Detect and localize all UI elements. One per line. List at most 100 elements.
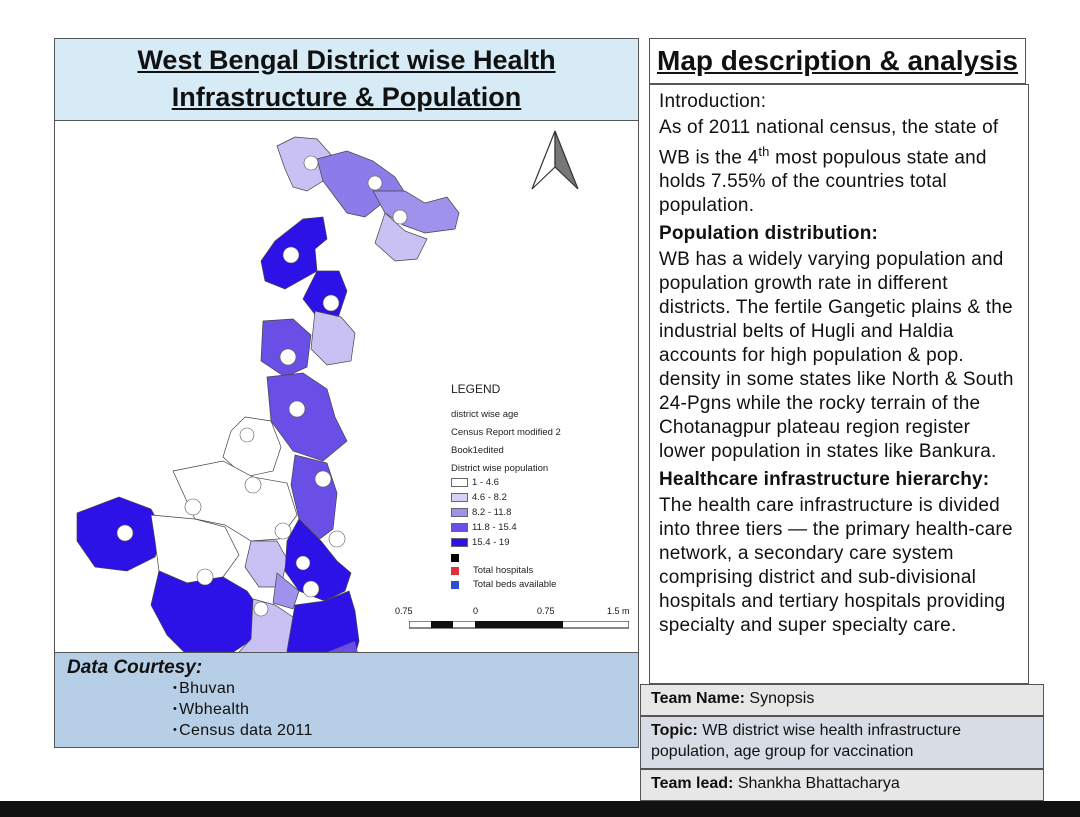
legend-layer: District wise population xyxy=(451,463,549,474)
intro-heading: Introduction: xyxy=(659,90,1018,114)
district-marker xyxy=(295,555,311,571)
healthcare-text: The health care infrastructure is divide… xyxy=(659,495,1013,637)
courtesy-heading: Data Courtesy: xyxy=(67,657,203,678)
map-title-line1: West Bengal District wise Health xyxy=(137,45,556,75)
district-marker xyxy=(328,530,346,548)
intro-label: Introduction xyxy=(659,91,761,112)
district-malda xyxy=(310,310,356,366)
legend-swatch xyxy=(451,538,468,547)
legend-class-label: 15.4 - 19 xyxy=(472,537,510,548)
legend-class: 8.2 - 11.8 xyxy=(451,507,561,518)
district-map xyxy=(76,130,579,652)
legend-layer: Census Report modified 2 xyxy=(451,427,561,438)
map-panel: West Bengal District wise Health Infrast… xyxy=(54,38,639,748)
legend-class-label: 8.2 - 11.8 xyxy=(472,507,512,518)
legend-title: LEGEND xyxy=(451,382,501,396)
legend-marker-label: Total hospitals xyxy=(473,565,534,576)
intro-text-b: most populous state and holds 7.55% of t… xyxy=(659,147,987,217)
district-marker xyxy=(288,400,306,418)
legend-marker-swatch xyxy=(451,566,459,575)
legend-class-label: 1 - 4.6 xyxy=(472,477,499,488)
legend-marker-swatch xyxy=(451,580,459,589)
legend-marker-label: Total beds available xyxy=(473,579,557,590)
district-murshidabad-north xyxy=(260,318,312,378)
district-marker xyxy=(367,175,383,191)
legend-class: 11.8 - 15.4 xyxy=(451,522,561,533)
district-marker xyxy=(253,601,269,617)
team-name-label: Team Name: xyxy=(651,690,745,707)
legend-layer: Book1edited xyxy=(451,445,504,456)
description-heading-box: Map description & analysis xyxy=(649,38,1026,84)
district-marker xyxy=(392,209,408,225)
legend-swatch xyxy=(451,478,468,487)
district-purba-medinipur xyxy=(238,598,294,652)
healthcare-heading: Healthcare infrastructure hierarchy: xyxy=(659,469,990,491)
map-title-box: West Bengal District wise Health Infrast… xyxy=(55,39,638,121)
district-marker xyxy=(314,470,332,488)
legend-marker: Total beds available xyxy=(451,579,561,590)
scale-label: 1.5 m xyxy=(607,606,630,616)
data-courtesy: Data Courtesy: Bhuvan Wbhealth Census da… xyxy=(55,652,638,747)
legend-class-label: 11.8 - 15.4 xyxy=(472,522,517,533)
district-marker xyxy=(184,498,202,516)
district-marker xyxy=(303,155,319,171)
intro-text-a: As of 2011 national census, the state of… xyxy=(659,117,999,169)
legend-marker: Total hospitals xyxy=(451,565,561,576)
map-legend: LEGEND district wise age Census Report m… xyxy=(451,382,561,593)
legend-layer: district wise age xyxy=(451,409,519,420)
team-name-box: Team Name: Synopsis xyxy=(640,684,1044,716)
courtesy-item: Census data 2011 xyxy=(173,720,313,741)
district-murshidabad xyxy=(266,372,348,462)
topic-box: Topic: WB district wise health infrastru… xyxy=(640,716,1044,769)
district-marker xyxy=(239,427,255,443)
courtesy-list: Bhuvan Wbhealth Census data 2011 xyxy=(173,678,313,741)
courtesy-item: Wbhealth xyxy=(173,699,313,720)
description-heading: Map description & analysis xyxy=(657,45,1018,76)
district-marker xyxy=(196,568,214,586)
north-arrow-icon xyxy=(531,130,579,190)
district-marker xyxy=(322,294,340,312)
district-markers xyxy=(116,155,408,617)
intro-colon: : xyxy=(760,91,767,112)
team-lead-value: Shankha Bhattacharya xyxy=(733,775,900,792)
district-coochbehar xyxy=(374,212,428,262)
district-marker xyxy=(282,246,300,264)
description-body: Introduction: As of 2011 national census… xyxy=(649,84,1029,684)
population-text: WB has a widely varying population and p… xyxy=(659,249,1014,463)
legend-class: 1 - 4.6 xyxy=(451,477,561,488)
sundarbans-delta xyxy=(326,640,358,652)
scale-bar: 0.75 0 0.75 1.5 m xyxy=(395,606,635,636)
topic-label: Topic: xyxy=(651,722,698,739)
district-marker xyxy=(302,580,320,598)
scale-label: 0.75 xyxy=(395,606,413,616)
district-south-24-pgns xyxy=(286,590,360,652)
legend-class: 15.4 - 19 xyxy=(451,537,561,548)
courtesy-item: Bhuvan xyxy=(173,678,313,699)
team-name-value: Synopsis xyxy=(744,690,815,707)
district-marker xyxy=(279,348,297,366)
scale-label: 0 xyxy=(473,606,479,616)
legend-swatch xyxy=(451,523,468,532)
map-title-line2: Infrastructure & Population xyxy=(171,82,522,112)
district-north-24-pgns xyxy=(284,518,352,602)
district-marker xyxy=(274,522,292,540)
legend-marker xyxy=(451,554,561,562)
district-marker xyxy=(244,476,262,494)
legend-marker-swatch xyxy=(451,554,459,562)
district-howrah xyxy=(272,572,300,610)
bottom-bar xyxy=(0,801,1080,817)
intro-text: As of 2011 national census, the state of… xyxy=(659,116,1018,218)
population-heading: Population distribution: xyxy=(659,223,879,245)
legend-swatch xyxy=(451,493,468,502)
scale-label: 0.75 xyxy=(537,606,555,616)
district-marker xyxy=(116,524,134,542)
intro-sup: th xyxy=(758,144,770,159)
legend-class: 4.6 - 8.2 xyxy=(451,492,561,503)
legend-swatch xyxy=(451,508,468,517)
district-birbhum xyxy=(222,416,282,478)
topic-value: WB district wise health infrastructure p… xyxy=(651,722,962,760)
legend-class-label: 4.6 - 8.2 xyxy=(472,492,507,503)
scale-bar-graphic xyxy=(409,621,629,629)
team-lead-box: Team lead: Shankha Bhattacharya xyxy=(640,769,1044,801)
team-lead-label: Team lead: xyxy=(651,775,734,792)
